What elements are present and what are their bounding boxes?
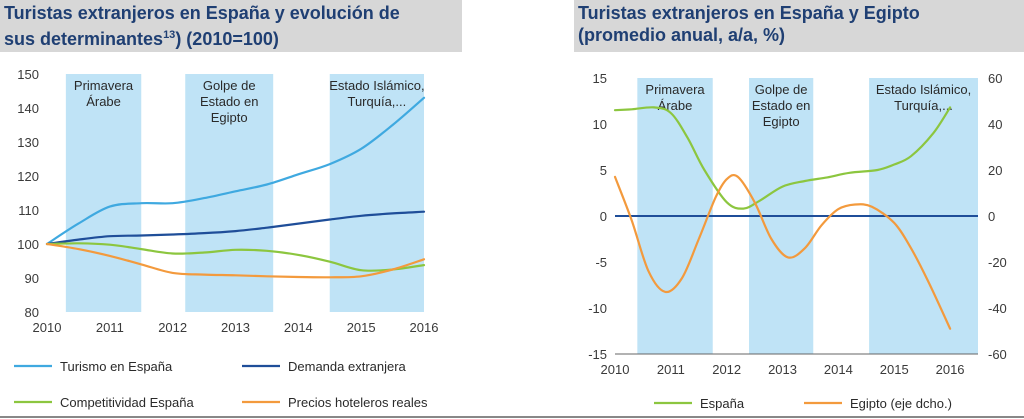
- right-x-tick-label: 2014: [824, 362, 853, 377]
- title-bar-right: Turistas extranjeros en España y Egipto …: [574, 0, 1024, 52]
- left-series-line-3: [45, 242, 426, 272]
- right-y2-tick-label: -40: [988, 301, 1007, 316]
- right-y2-tick-label: -20: [988, 255, 1007, 270]
- right-series-line-1: [613, 106, 952, 210]
- left-shaded-period-2-label: Golpe de: [203, 78, 256, 93]
- right-shaded-period-3-label: Estado Islámico,: [876, 82, 971, 97]
- chart-panel-right: Turistas extranjeros en España y Egipto …: [512, 0, 1024, 419]
- title-bar-left: Turistas extranjeros en España y evoluci…: [0, 0, 462, 52]
- left-x-tick-label: 2011: [96, 320, 124, 335]
- chart-title-right-line1: Turistas extranjeros en España y Egipto: [578, 3, 920, 23]
- chart-title-right-line2: (promedio anual, a/a, %): [578, 25, 786, 45]
- right-x-tick-label: 2011: [657, 362, 685, 377]
- right-legend-label-1: España: [700, 396, 745, 411]
- left-y-tick-label: 110: [18, 203, 39, 218]
- left-x-tick-label: 2016: [410, 320, 439, 335]
- left-y-tick-label: 140: [17, 101, 39, 116]
- right-x-tick-label: 2010: [601, 362, 630, 377]
- chart-title-left-footnote: 13: [163, 29, 176, 41]
- right-y-tick-label: 5: [600, 163, 607, 178]
- right-y2-tick-label: -60: [988, 347, 1007, 362]
- right-shaded-period-2-label: Golpe de: [755, 82, 808, 97]
- left-y-tick-label: 130: [17, 135, 39, 150]
- left-y-tick-label: 90: [25, 271, 39, 286]
- left-y-tick-label: 80: [25, 305, 39, 320]
- left-shaded-period-1: [65, 74, 142, 312]
- left-shaded-period-3-label: Turquía,...: [347, 94, 406, 109]
- right-x-tick-label: 2013: [768, 362, 797, 377]
- right-shaded-period-3-label: Turquía,...: [894, 98, 953, 113]
- chart-title-left-suffix: ) (2010=100): [175, 29, 279, 49]
- left-x-tick-label: 2013: [221, 320, 250, 335]
- left-shaded-period-3-label: Estado Islámico,: [329, 78, 424, 93]
- left-legend-label-1: Turismo en España: [60, 359, 173, 374]
- left-shaded-period-2-label: Egipto: [211, 110, 248, 125]
- right-x-tick-label: 2016: [936, 362, 965, 377]
- left-x-tick-label: 2015: [347, 320, 376, 335]
- chart-title-left: Turistas extranjeros en España y evoluci…: [4, 2, 400, 50]
- right-y-tick-label: -15: [588, 347, 607, 362]
- right-legend-label-2: Egipto (eje dcho.): [850, 396, 952, 411]
- left-x-tick-label: 2012: [158, 320, 187, 335]
- right-y-tick-label: -10: [588, 301, 607, 316]
- left-series-line-2: [45, 210, 426, 246]
- right-y2-tick-label: 0: [988, 209, 995, 224]
- right-shaded-period-2-label: Egipto: [763, 114, 800, 129]
- right-x-tick-label: 2015: [880, 362, 909, 377]
- left-series-line-4: [45, 242, 426, 279]
- right-x-tick-label: 2012: [712, 362, 741, 377]
- bottom-rule: [0, 416, 1024, 418]
- right-shaded-period-1-label: Árabe: [658, 98, 693, 113]
- right-y-tick-label: 0: [600, 209, 607, 224]
- right-y-tick-label: 10: [593, 117, 607, 132]
- right-shaded-period-2-label: Estado en: [752, 98, 811, 113]
- left-series-line-1: [45, 96, 426, 246]
- left-legend-label-3: Competitividad España: [60, 395, 194, 410]
- right-y2-tick-label: 20: [988, 163, 1002, 178]
- left-legend-label-2: Demanda extranjera: [288, 359, 407, 374]
- left-x-tick-label: 2010: [33, 320, 62, 335]
- right-y2-tick-label: 40: [988, 117, 1002, 132]
- chart-panel-left: Turistas extranjeros en España y evoluci…: [0, 0, 462, 410]
- left-y-tick-label: 120: [17, 169, 39, 184]
- right-series-line-2: [613, 173, 952, 330]
- chart-title-left-line2: sus determinantes: [4, 29, 164, 49]
- left-x-tick-label: 2014: [284, 320, 313, 335]
- left-y-tick-label: 150: [17, 67, 39, 82]
- left-shaded-period-1-label: Primavera: [74, 78, 134, 93]
- right-y2-tick-label: 60: [988, 71, 1002, 86]
- right-shaded-period-1-label: Primavera: [645, 82, 705, 97]
- right-y-tick-label: 15: [593, 71, 607, 86]
- left-legend-label-4: Precios hoteleros reales: [288, 395, 428, 410]
- right-y-tick-label: -5: [595, 255, 607, 270]
- left-shaded-period-2-label: Estado en: [200, 94, 259, 109]
- left-shaded-period-1-label: Árabe: [86, 94, 121, 109]
- chart-title-left-line1: Turistas extranjeros en España y evoluci…: [4, 3, 400, 23]
- chart-title-right: Turistas extranjeros en España y Egipto …: [578, 2, 920, 46]
- left-y-tick-label: 100: [17, 237, 39, 252]
